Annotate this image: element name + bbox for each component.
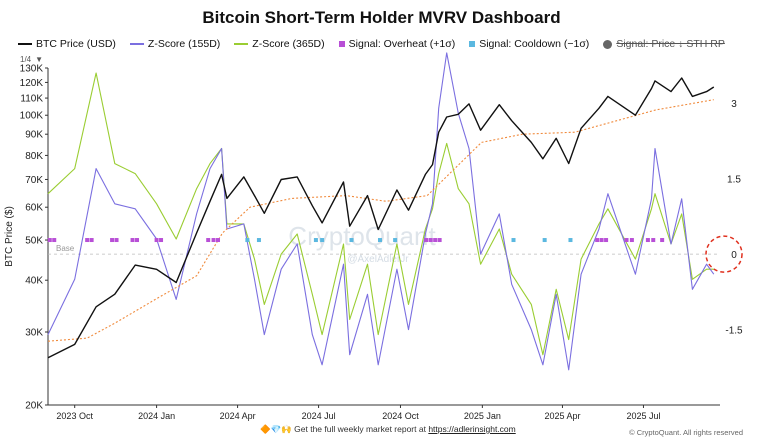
overheat-marker <box>433 238 438 243</box>
overheat-marker <box>599 238 604 243</box>
overheat-marker <box>216 238 221 243</box>
overheat-swatch <box>338 41 345 47</box>
overheat-marker <box>135 238 140 243</box>
right-tick-label: 1.5 <box>727 175 741 186</box>
footer-text: Get the full weekly market report at <box>294 424 426 434</box>
chevron-down-icon[interactable]: ▼ <box>35 55 44 64</box>
overheat-marker <box>629 238 634 243</box>
cooldown-marker <box>377 238 382 243</box>
zoom-controls[interactable]: 1/4 ▼ <box>20 55 43 64</box>
sthrp-swatch <box>603 39 613 49</box>
legend-item-cooldown[interactable]: Signal: Cooldown (−1σ) <box>469 38 589 50</box>
x-tick-label: 2024 Jul <box>302 411 336 421</box>
x-tick-label: 2025 Jan <box>464 411 501 421</box>
watermark: CryptoQuant @AxelAdlerJr <box>288 221 436 265</box>
overheat-marker <box>154 238 159 243</box>
overheat-marker <box>651 238 656 243</box>
left-tick-label: 110K <box>20 94 43 105</box>
highlight-circle <box>705 235 743 273</box>
overheat-marker <box>645 238 650 243</box>
z155-swatch <box>129 43 144 45</box>
x-tick-label: 2023 Oct <box>56 411 93 421</box>
cooldown-marker <box>349 238 354 243</box>
left-tick-label: 100K <box>20 111 44 122</box>
overheat-marker <box>114 238 119 243</box>
legend-label: Signal: Price ↓ STH RP <box>616 38 725 50</box>
price-swatch <box>18 43 32 45</box>
overheat-marker <box>52 238 57 243</box>
chart-title: Bitcoin Short-Term Holder MVRV Dashboard <box>202 8 561 27</box>
overheat-marker <box>206 238 211 243</box>
legend-label: Z-Score (365D) <box>252 38 325 50</box>
legend-item-overheat[interactable]: Signal: Overheat (+1σ) <box>338 38 456 50</box>
left-tick-label: 20K <box>25 401 43 412</box>
cooldown-marker <box>511 238 516 243</box>
x-tick-label: 2025 Jul <box>626 411 660 421</box>
y-axis-label: BTC Price ($) <box>4 206 15 267</box>
overheat-marker <box>428 238 433 243</box>
left-tick-label: 30K <box>25 327 43 338</box>
x-tick-label: 2025 Apr <box>544 411 580 421</box>
overheat-marker <box>595 238 600 243</box>
legend-label: BTC Price (USD) <box>36 38 116 50</box>
left-tick-label: 70K <box>25 175 43 186</box>
watermark-handle: @AxelAdlerJr <box>347 254 409 265</box>
legend-label: Signal: Overheat (+1σ) <box>348 38 456 50</box>
left-tick-label: 120K <box>20 78 44 89</box>
zoom-level[interactable]: 1/4 <box>20 55 32 64</box>
legend-label: Z-Score (155D) <box>147 38 221 50</box>
overheat-marker <box>424 238 429 243</box>
left-tick-label: 60K <box>25 203 43 214</box>
baseline-label: Base <box>56 244 75 253</box>
legend-label: Signal: Cooldown (−1σ) <box>479 38 590 50</box>
sth-realized-price-line <box>47 99 714 342</box>
legend-item-z365[interactable]: Z-Score (365D) <box>234 38 325 50</box>
overheat-marker <box>130 238 135 243</box>
right-tick-label: 0 <box>731 250 737 261</box>
overheat-marker <box>89 238 94 243</box>
cooldown-marker <box>393 238 398 243</box>
legend-item-price[interactable]: BTC Price (USD) <box>18 38 116 50</box>
overheat-marker <box>624 238 629 243</box>
left-tick-label: 90K <box>25 130 43 141</box>
left-tick-label: 50K <box>25 236 43 247</box>
footer-link[interactable]: https://adlerinsight.com <box>428 424 516 434</box>
cooldown-marker <box>542 238 547 243</box>
z365-line <box>47 72 714 356</box>
left-tick-label: 80K <box>25 151 43 162</box>
overheat-marker <box>110 238 115 243</box>
cooldown-marker <box>313 238 318 243</box>
price-line <box>47 77 715 359</box>
legend-item-sthrp[interactable]: Signal: Price ↓ STH RP <box>603 38 725 50</box>
z155-line <box>47 52 715 371</box>
legend-item-z155[interactable]: Z-Score (155D) <box>129 38 221 50</box>
overheat-marker <box>211 238 216 243</box>
cooldown-marker <box>245 238 250 243</box>
left-tick-label: 40K <box>25 276 43 287</box>
copyright: © CryptoQuant. All rights reserved <box>629 428 743 437</box>
overheat-marker <box>604 238 609 243</box>
legend: BTC Price (USD) Z-Score (155D) Z-Score (… <box>18 38 725 50</box>
overheat-marker <box>660 238 665 243</box>
x-tick-label: 2024 Apr <box>220 411 256 421</box>
overheat-marker <box>437 238 442 243</box>
overheat-marker <box>159 238 164 243</box>
left-tick-label: 130K <box>20 64 44 75</box>
cooldown-swatch <box>469 41 476 47</box>
right-tick-label: -1.5 <box>725 326 743 337</box>
x-tick-label: 2024 Oct <box>382 411 419 421</box>
cooldown-marker <box>568 238 573 243</box>
footer: 🔶💎🙌 Get the full weekly market report at… <box>260 424 516 435</box>
watermark-brand: CryptoQuant <box>288 221 436 251</box>
emoji-icons: 🔶💎🙌 <box>260 424 292 434</box>
x-tick-label: 2024 Jan <box>138 411 175 421</box>
overheat-marker <box>47 238 52 243</box>
cooldown-marker <box>320 238 325 243</box>
cooldown-marker <box>256 238 261 243</box>
right-tick-label: 3 <box>731 99 737 110</box>
z365-swatch <box>234 43 249 45</box>
overheat-marker <box>85 238 90 243</box>
